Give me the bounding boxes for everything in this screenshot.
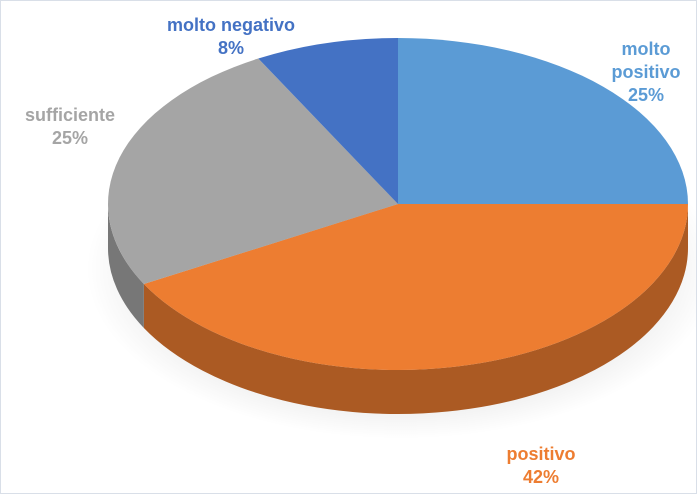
pie-side-positivo <box>143 204 688 414</box>
pie-slice-molto-positivo <box>398 38 688 204</box>
slice-label-molto-positivo: molto positivo 25% <box>601 38 691 107</box>
pie-slice-positivo <box>143 204 688 370</box>
slice-name-molto-positivo-1: molto <box>621 39 671 59</box>
slice-name-positivo: positivo <box>506 444 576 464</box>
pie-side-sufficiente <box>108 204 144 328</box>
slice-value-positivo: 42% <box>522 467 560 487</box>
pie-top <box>108 38 688 370</box>
slice-label-sufficiente: sufficiente 25% <box>9 104 131 150</box>
pie-slice-molto-negativo <box>258 38 398 204</box>
slice-value-molto-positivo: 25% <box>627 85 665 105</box>
slice-value-sufficiente: 25% <box>51 128 89 148</box>
slice-name-sufficiente: sufficiente <box>24 105 116 125</box>
slice-value-molto-negativo: 8% <box>217 38 244 58</box>
slice-label-molto-negativo: molto negativo 8% <box>151 14 311 60</box>
slice-label-positivo: positivo 42% <box>481 443 601 489</box>
pie-slice-sufficiente <box>108 58 398 284</box>
slice-name-molto-positivo-2: positivo <box>611 62 681 82</box>
slice-name-molto-negativo: molto negativo <box>166 15 295 35</box>
pie-sides <box>108 204 688 414</box>
